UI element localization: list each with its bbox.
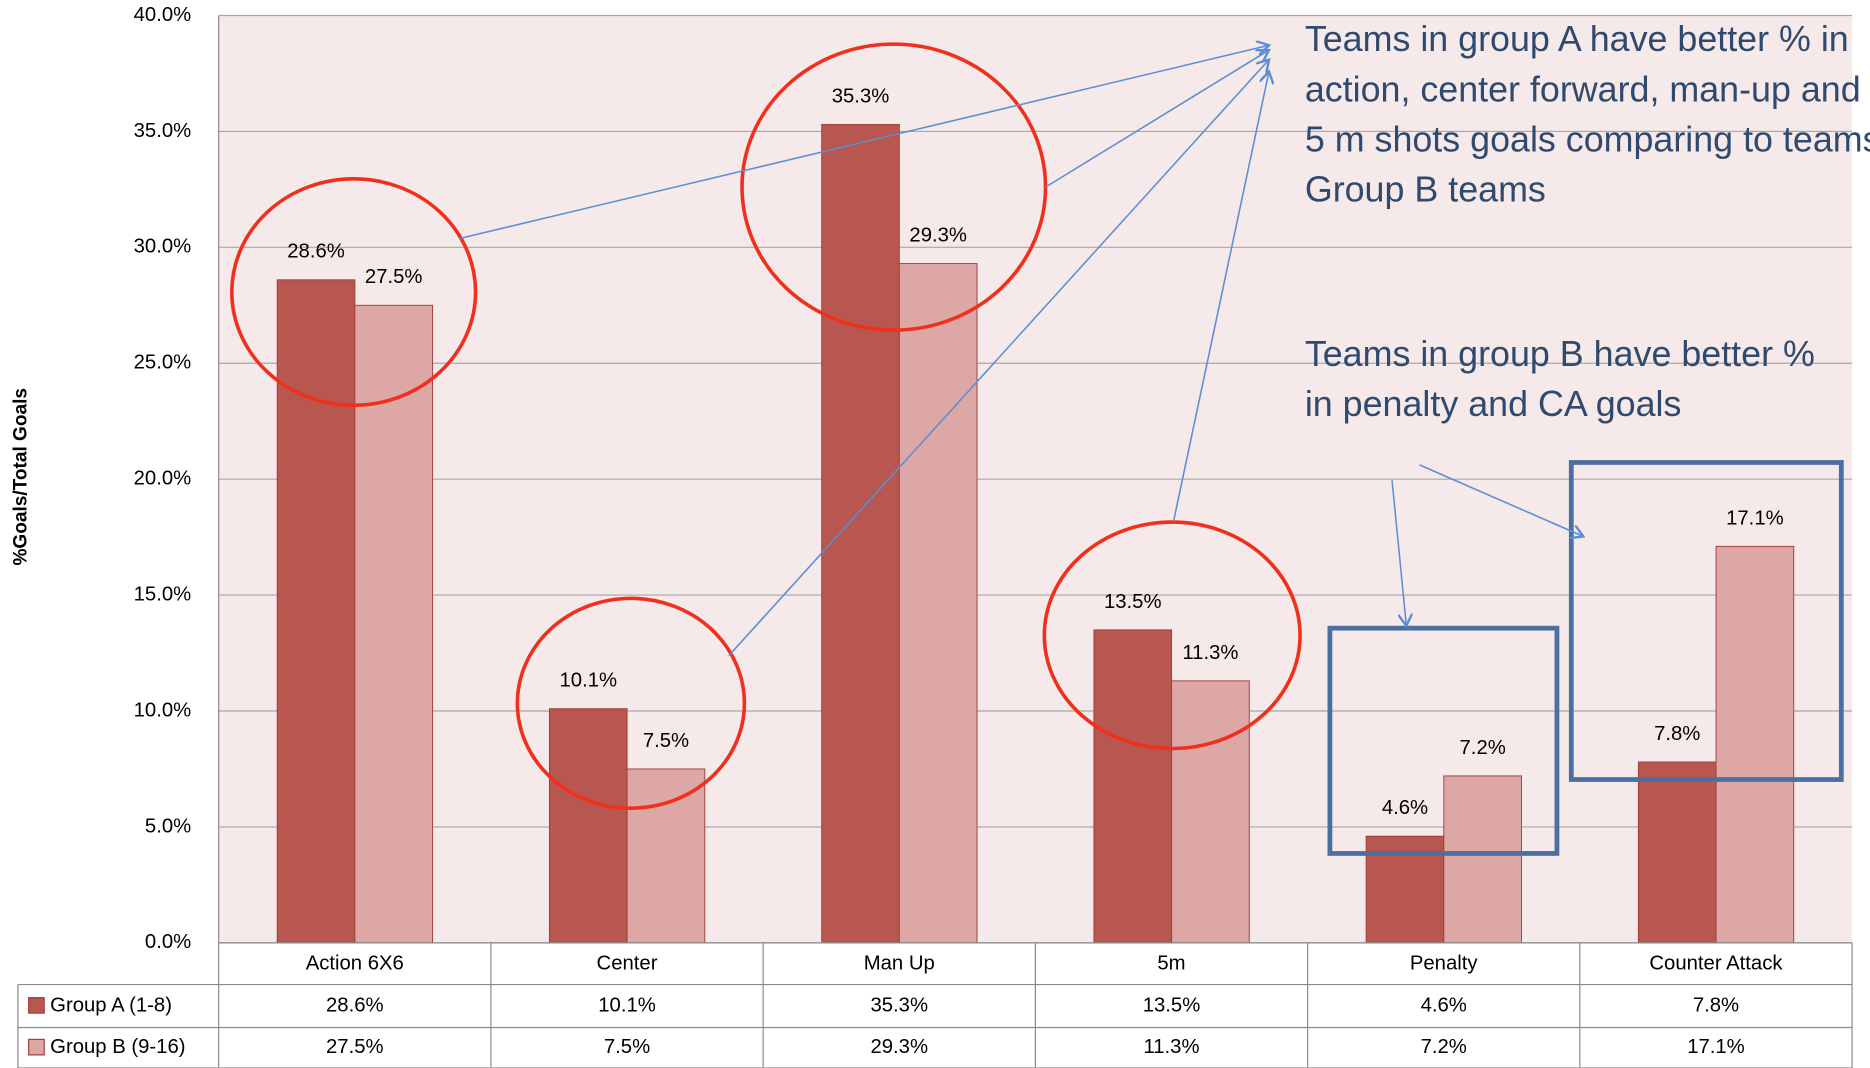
table-cell: 29.3% [870, 1036, 928, 1058]
arrow [1391, 480, 1406, 625]
bar [1715, 545, 1795, 944]
highlight-circle [740, 42, 1048, 332]
data-label: 7.2% [1460, 737, 1506, 759]
y-tick-label: 30.0% [134, 236, 192, 258]
x-tick-label: Center [597, 953, 658, 975]
highlight-box [1327, 625, 1560, 856]
data-label: 7.8% [1654, 723, 1700, 745]
data-label: 4.6% [1382, 797, 1428, 819]
table-cell: 11.3% [1143, 1036, 1199, 1058]
legend-swatch [28, 997, 45, 1014]
y-tick-label: 15.0% [134, 583, 192, 605]
annotation: in penalty and CA goals [1305, 384, 1682, 424]
data-label: 17.1% [1726, 507, 1784, 529]
legend-swatch [28, 1038, 45, 1056]
bar [821, 123, 900, 944]
arrow [1419, 464, 1584, 537]
highlight-circle [230, 177, 478, 408]
table-cell: 10.1% [598, 994, 656, 1016]
x-tick-label: 5m [1157, 953, 1185, 975]
bar [548, 708, 628, 944]
data-label: 13.5% [1104, 591, 1162, 613]
data-label: 10.1% [560, 670, 618, 692]
bar [1171, 680, 1250, 944]
y-tick-label: 0.0% [145, 931, 191, 953]
highlight-box [1568, 460, 1844, 782]
table-cell: 27.5% [326, 1036, 384, 1058]
table-cell: 4.6% [1421, 994, 1467, 1016]
x-tick-label: Penalty [1410, 953, 1479, 975]
arrow [459, 45, 1269, 240]
x-tick-label: Man Up [864, 953, 935, 975]
arrow [728, 60, 1269, 657]
bar [1637, 761, 1717, 944]
highlight-circle [1042, 520, 1302, 751]
table-cell: 7.2% [1421, 1036, 1467, 1058]
y-tick-label: 25.0% [134, 352, 192, 374]
table-cell: 35.3% [870, 994, 928, 1016]
y-tick-label: 40.0% [134, 4, 192, 26]
table-cell: 17.1% [1687, 1036, 1745, 1058]
bar [626, 768, 706, 944]
data-label: 11.3% [1182, 642, 1238, 664]
bar [276, 279, 356, 944]
y-tick-label: 20.0% [134, 468, 192, 490]
data-label: 35.3% [832, 85, 890, 107]
bar [898, 263, 978, 944]
data-label: 28.6% [287, 241, 345, 263]
x-tick-label: Action 6X6 [306, 953, 404, 975]
table-cell: 13.5% [1143, 994, 1201, 1016]
legend-label: Group B (9-16) [50, 1036, 185, 1058]
annotation: 5 m shots goals comparing to teams [1305, 119, 1870, 159]
legend-label: Group A (1-8) [50, 994, 172, 1016]
table-cell: 28.6% [326, 994, 384, 1016]
bar [354, 304, 434, 944]
arrow [1045, 50, 1269, 188]
table-cell: 7.5% [604, 1036, 650, 1058]
y-tick-label: 5.0% [145, 815, 191, 837]
y-axis-label: %Goals/Total Goals [11, 388, 32, 566]
data-label: 29.3% [909, 225, 967, 247]
arrow [1172, 72, 1269, 523]
annotation: Teams in group A have better % in [1305, 19, 1849, 59]
annotation-shapes [230, 42, 1844, 856]
data-label: 7.5% [643, 730, 689, 752]
bar [1443, 775, 1522, 944]
annotation: action, center forward, man-up and [1305, 69, 1861, 109]
bar [1093, 629, 1173, 944]
annotation: Teams in group B have better % [1305, 334, 1815, 374]
highlight-circle [515, 596, 747, 810]
y-tick-label: 35.0% [134, 120, 192, 142]
table-cell: 7.8% [1693, 994, 1739, 1016]
annotation: Group B teams [1305, 169, 1546, 209]
y-tick-label: 10.0% [134, 699, 192, 721]
data-label: 27.5% [365, 266, 423, 288]
x-tick-label: Counter Attack [1649, 953, 1783, 975]
